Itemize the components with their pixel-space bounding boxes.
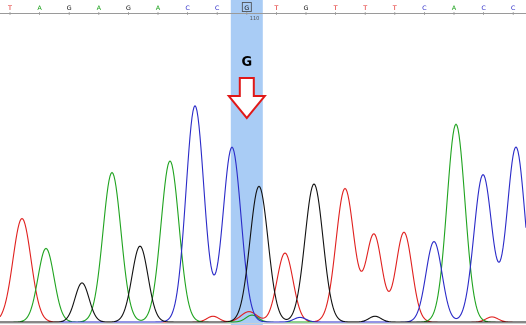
base-letter: C <box>481 4 486 12</box>
base-letter: A <box>97 4 102 12</box>
trace-G <box>0 183 526 323</box>
base-letter: C <box>422 4 427 12</box>
called-base-label: G <box>241 55 252 70</box>
base-letter: G <box>303 4 308 12</box>
down-arrow-icon <box>226 77 267 120</box>
base-letter: G <box>244 4 249 12</box>
base-letter: G <box>126 4 131 12</box>
base-letter: C <box>185 4 190 12</box>
trace-A <box>0 123 526 323</box>
base-letter: G <box>67 4 72 12</box>
base-letter: T <box>392 4 397 12</box>
trace-lines <box>0 104 526 323</box>
ruler-ticks <box>9 12 514 15</box>
base-letter: T <box>333 4 338 12</box>
trace-C <box>0 104 526 323</box>
base-letter: T <box>362 4 367 12</box>
base-letter: A <box>156 4 161 12</box>
base-letter: A <box>37 4 42 12</box>
base-letter: C <box>215 4 220 12</box>
position-label: 110 <box>250 16 260 22</box>
base-letter: C <box>511 4 516 12</box>
base-letter: A <box>452 4 457 12</box>
base-letter: T <box>273 4 278 12</box>
base-letter: T <box>7 4 12 12</box>
called-base-box <box>241 2 252 12</box>
